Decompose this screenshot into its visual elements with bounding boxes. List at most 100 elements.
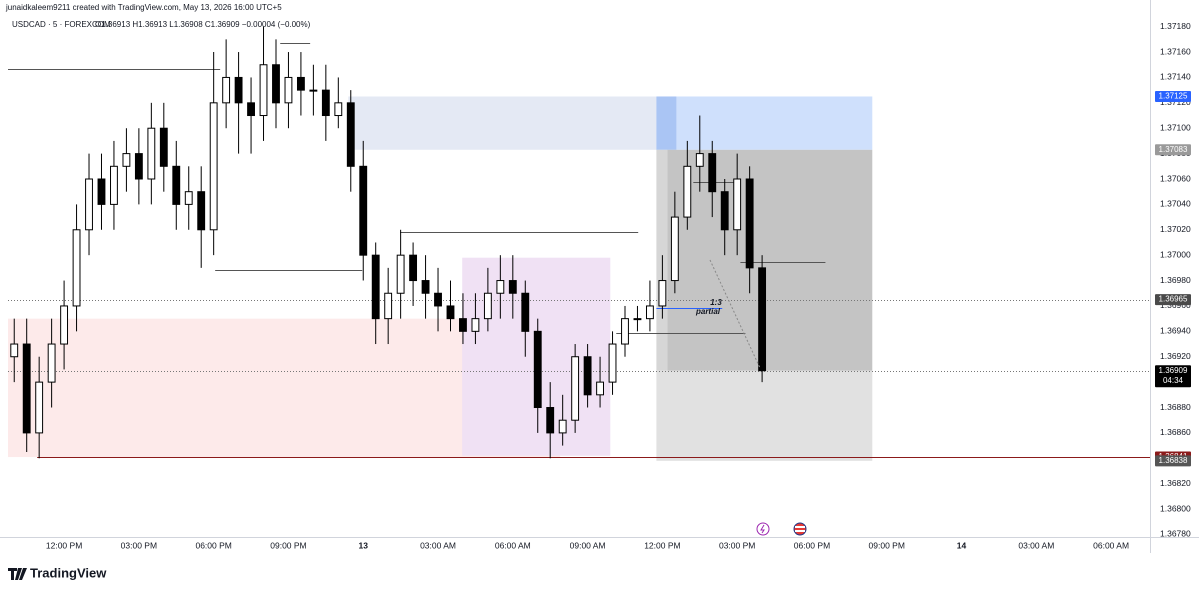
x-tick-label: 12:00 PM (644, 540, 680, 550)
candle-body (521, 292, 530, 332)
candle-body (483, 292, 492, 320)
candle-body (596, 381, 604, 396)
x-tick-label: 09:00 PM (270, 540, 306, 550)
candle-body (733, 178, 742, 231)
x-tick-label: 13 (359, 540, 369, 550)
price-tags: 1.371251.370831.369651.3690904:341.36841… (1155, 90, 1191, 467)
candle-body (758, 267, 767, 372)
y-tick-label: 1.36940 (1160, 326, 1191, 336)
candle-body (296, 76, 305, 91)
candle-body (10, 343, 19, 358)
price-tag (1155, 365, 1191, 388)
candle-body (421, 280, 430, 294)
price-tag-label: 1.37125 (1159, 92, 1188, 101)
candle-body (60, 305, 69, 345)
y-tick-label: 1.37060 (1160, 173, 1191, 183)
candle-body (172, 165, 181, 205)
candle-body (359, 165, 368, 256)
candle-body (184, 191, 193, 205)
candle-body (234, 76, 243, 104)
y-tick-label: 1.37020 (1160, 224, 1191, 234)
price-tag-label: 1.36838 (1159, 456, 1188, 465)
price-tag (1155, 144, 1191, 156)
y-tick-label: 1.37040 (1160, 199, 1191, 209)
candle-body (72, 229, 81, 307)
x-tick-label: 06:00 PM (195, 540, 231, 550)
event-icon[interactable] (756, 522, 770, 536)
symbol: USDCAD · 5 · FOREXCOM (12, 20, 111, 29)
event-icon (795, 526, 805, 528)
zone (656, 96, 677, 150)
credit: junaidkaleem9211 created with TradingVie… (5, 3, 282, 12)
price-tag-label: 1.36965 (1159, 295, 1188, 304)
candle-body (147, 127, 156, 180)
x-tick-label: 06:00 AM (1093, 540, 1129, 550)
y-tick-label: 1.36820 (1160, 478, 1191, 488)
price-tag-label: 1.36909 (1159, 366, 1188, 375)
candle-body (371, 254, 380, 320)
candle-body (272, 64, 280, 104)
candle-body (384, 292, 393, 320)
price-tag (1155, 294, 1191, 306)
candle-body (97, 178, 106, 205)
candle-body (546, 407, 555, 434)
candle-body (558, 419, 567, 434)
x-tick-label: 06:00 PM (794, 540, 830, 550)
candle-body (284, 76, 293, 104)
candle-body (47, 343, 56, 383)
candle-body (334, 102, 343, 117)
y-tick-label: 1.37100 (1160, 122, 1191, 132)
price-tag-label: 1.37083 (1159, 145, 1188, 154)
countdown: 04:34 (1163, 376, 1184, 385)
candle-body (695, 153, 704, 167)
x-tick-label: 06:00 AM (495, 540, 531, 550)
y-tick-label: 1.36880 (1160, 402, 1191, 412)
candle-body (209, 102, 218, 231)
candle-body (434, 292, 442, 307)
x-tick-label: 03:00 PM (719, 540, 755, 550)
candle-body (22, 343, 31, 434)
candle-body (409, 254, 418, 282)
candle-body (496, 280, 505, 294)
y-tick-label: 1.36860 (1160, 427, 1191, 437)
ohlc: O1.36913 H1.36913 L1.36908 C1.36909 −0.0… (95, 20, 311, 29)
candle-body (633, 318, 642, 321)
y-tick-label: 1.37180 (1160, 21, 1191, 31)
candle-body (259, 64, 268, 117)
y-tick-label: 1.37000 (1160, 249, 1191, 259)
candle-body (134, 153, 143, 180)
y-tick-label: 1.36920 (1160, 351, 1191, 361)
candle-body (197, 191, 206, 231)
time-axis (0, 537, 1150, 553)
drawings (8, 96, 873, 461)
candle-body (508, 280, 517, 294)
candle-body (645, 305, 654, 320)
annotation: partial (695, 307, 721, 316)
candles (10, 26, 767, 459)
y-tick-label: 1.36960 (1160, 300, 1191, 310)
candle-body (670, 216, 679, 282)
x-tick-label: 12:00 PM (46, 540, 82, 550)
logo: TradingView (30, 565, 107, 580)
event-icon[interactable] (793, 522, 807, 536)
y-tick-label: 1.36980 (1160, 275, 1191, 285)
x-tick-label: 03:00 PM (121, 540, 157, 550)
annotation: 1:3 (710, 298, 722, 307)
x-axis: 12:00 PM 03:00 PM 06:00 PM 09:00 PM 13 03:00 … (46, 540, 1129, 550)
x-tick-label: 09:00 AM (570, 540, 606, 550)
x-tick-label: 14 (957, 540, 967, 550)
candle-body (247, 102, 255, 117)
price-tag (1155, 90, 1191, 102)
y-tick-label: 1.37120 (1160, 97, 1191, 107)
candle-body (708, 153, 717, 193)
candle-body (658, 280, 667, 307)
candle-body (471, 318, 480, 332)
zone (656, 370, 873, 461)
candle-body (309, 89, 318, 92)
event-icon (760, 524, 765, 534)
x-tick-label: 03:00 AM (420, 540, 456, 550)
candle-body (321, 89, 330, 117)
y-tick-label: 1.37140 (1160, 72, 1191, 82)
x-tick-label: 03:00 AM (1018, 540, 1054, 550)
